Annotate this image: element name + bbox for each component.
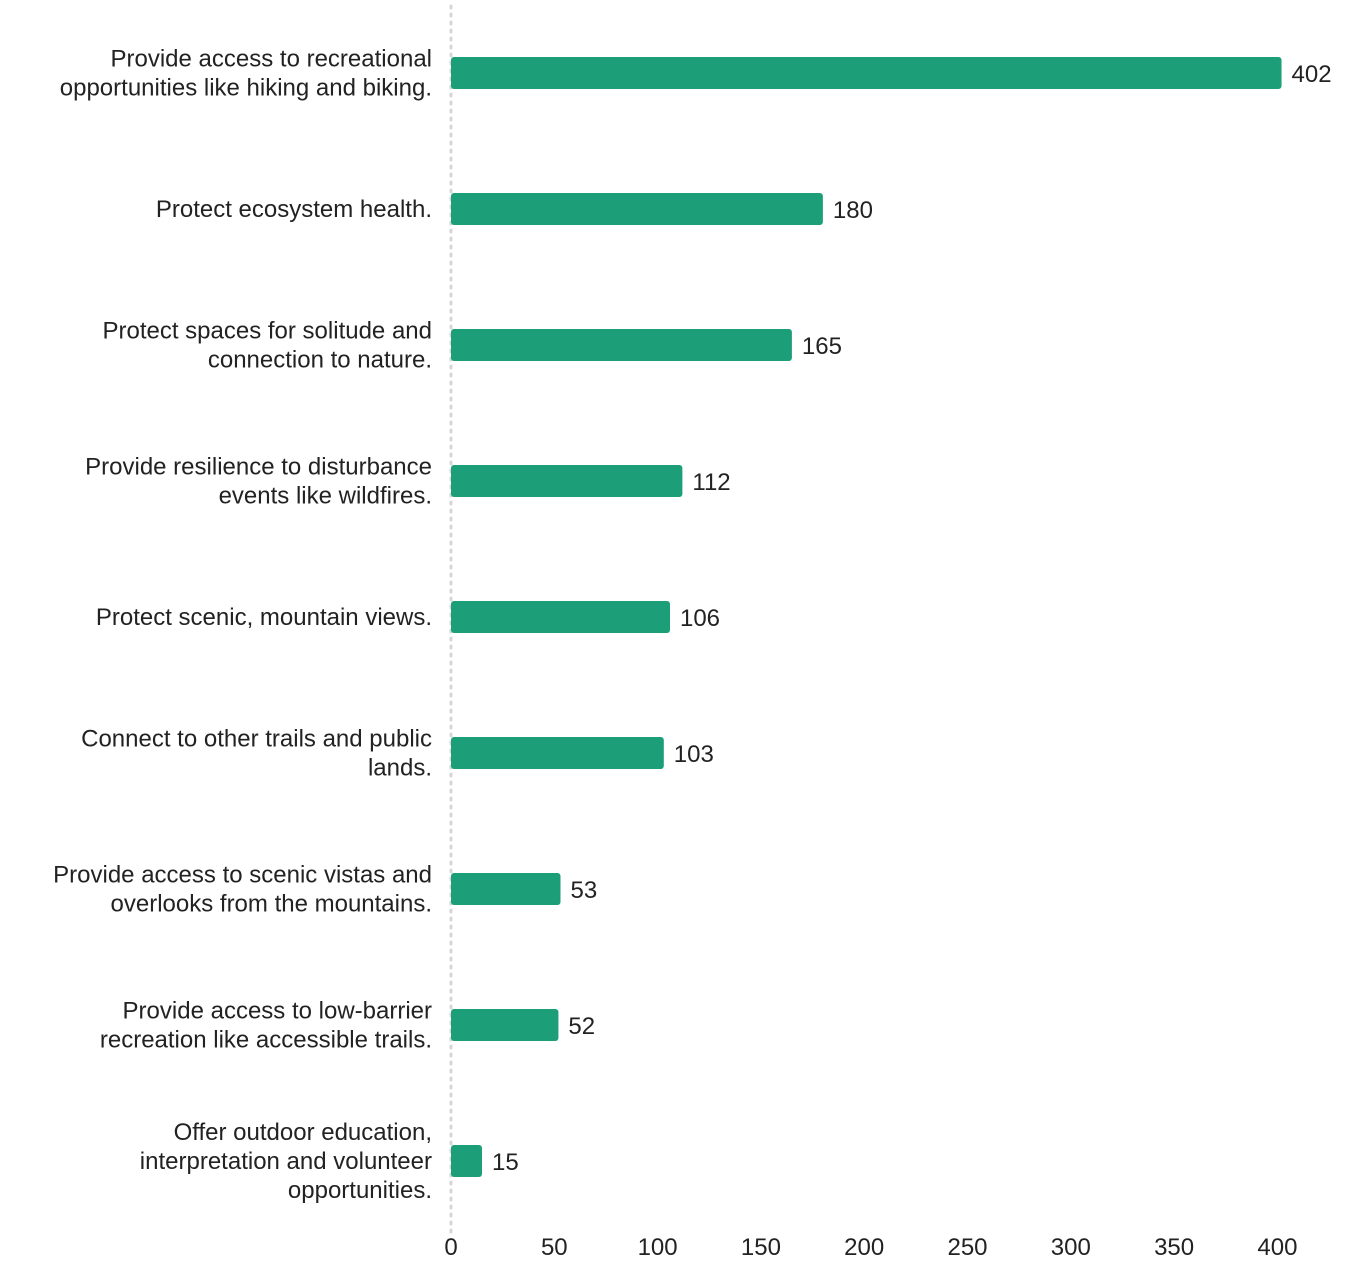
bar-2 — [451, 329, 792, 361]
category-label-1: Protect ecosystem health. — [156, 196, 432, 223]
category-label-7: Provide access to low-barrier recreation … — [100, 998, 432, 1054]
category-label-8-line-0: Offer outdoor education, — [174, 1119, 432, 1146]
category-label-4-line-0: Protect scenic, mountain views. — [96, 604, 432, 631]
category-label-1-line-0: Protect ecosystem health. — [156, 196, 432, 223]
x-tick-label-2: 100 — [638, 1234, 678, 1261]
value-label-0: 402 — [1292, 61, 1332, 88]
x-tick-labels-group: 0 50 100 150 200 250 300 350 400 — [444, 1234, 1297, 1261]
category-label-0-line-0: Provide access to recreational — [111, 46, 433, 73]
bar-8 — [451, 1145, 482, 1177]
category-label-3-line-0: Provide resilience to disturbance — [85, 454, 432, 481]
category-label-7-line-0: Provide access to low-barrier — [123, 998, 432, 1025]
x-tick-label-8: 400 — [1257, 1234, 1297, 1261]
x-tick-label-5: 250 — [947, 1234, 987, 1261]
bar-7 — [451, 1009, 559, 1041]
x-tick-label-3: 150 — [741, 1234, 781, 1261]
x-tick-label-7: 350 — [1154, 1234, 1194, 1261]
category-label-2-line-1: connection to nature. — [208, 347, 432, 374]
category-label-2-line-0: Protect spaces for solitude and — [102, 318, 432, 345]
category-label-4: Protect scenic, mountain views. — [96, 604, 432, 631]
bar-3 — [451, 465, 683, 497]
value-label-2: 165 — [802, 333, 842, 360]
value-label-7: 52 — [568, 1013, 595, 1040]
x-tick-label-0: 0 — [444, 1234, 457, 1261]
category-label-8-line-1: interpretation and volunteer — [140, 1148, 432, 1175]
category-label-6: Provide access to scenic vistas and overl… — [53, 862, 432, 918]
category-label-5: Connect to other trails and public lands. — [81, 726, 432, 782]
category-label-3-line-1: events like wildfires. — [219, 483, 432, 510]
bar-1 — [451, 193, 823, 225]
category-label-8-line-2: opportunities. — [288, 1177, 432, 1204]
bar-5 — [451, 737, 664, 769]
category-label-6-line-1: overlooks from the mountains. — [111, 891, 432, 918]
category-labels-group: Provide access to recreational opportunit… — [53, 46, 432, 1205]
category-label-0: Provide access to recreational opportunit… — [60, 46, 432, 102]
bar-0 — [451, 57, 1282, 89]
category-label-2: Protect spaces for solitude and connectio… — [102, 318, 432, 374]
category-label-5-line-1: lands. — [368, 755, 432, 782]
x-tick-label-6: 300 — [1051, 1234, 1091, 1261]
value-label-4: 106 — [680, 605, 720, 632]
value-labels-group: 402 180 165 112 106 103 53 52 15 — [492, 61, 1332, 1176]
x-tick-label-1: 50 — [541, 1234, 568, 1261]
category-label-3: Provide resilience to disturbance events … — [85, 454, 432, 510]
value-label-5: 103 — [674, 741, 714, 768]
value-label-6: 53 — [570, 877, 597, 904]
value-label-1: 180 — [833, 197, 873, 224]
bars-group — [451, 57, 1282, 1177]
bar-4 — [451, 601, 670, 633]
category-label-5-line-0: Connect to other trails and public — [81, 726, 432, 753]
value-label-3: 112 — [692, 469, 730, 496]
bar-6 — [451, 873, 561, 905]
category-label-7-line-1: recreation like accessible trails. — [100, 1027, 432, 1054]
category-label-6-line-0: Provide access to scenic vistas and — [53, 862, 432, 889]
value-label-8: 15 — [492, 1149, 519, 1176]
category-label-8: Offer outdoor education, interpretation a… — [140, 1119, 432, 1204]
category-label-0-line-1: opportunities like hiking and biking. — [60, 75, 432, 102]
x-tick-label-4: 200 — [844, 1234, 884, 1261]
